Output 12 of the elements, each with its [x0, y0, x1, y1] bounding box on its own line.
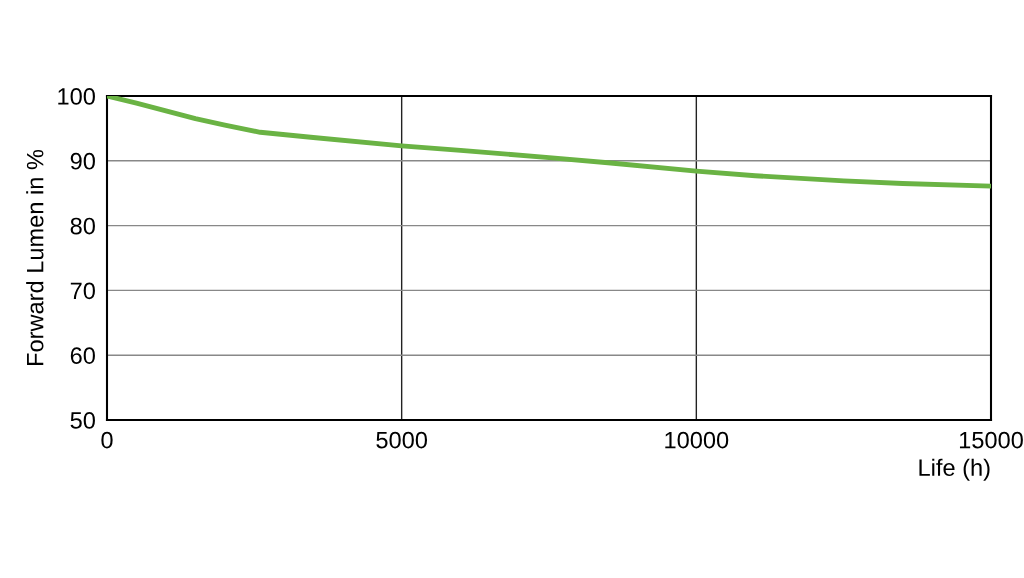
- x-tick-label: 5000: [376, 431, 428, 449]
- y-tick-label: 60: [70, 347, 95, 364]
- x-tick-label: 0: [101, 431, 113, 449]
- x-tick-label: 15000: [959, 431, 1023, 449]
- y-tick-label: 80: [70, 217, 95, 235]
- x-axis-title: Life (h): [919, 458, 990, 481]
- x-tick-label: 10000: [665, 431, 729, 449]
- y-tick-label: 70: [70, 282, 95, 300]
- y-axis-title: Forward Lumen in %: [26, 149, 44, 365]
- y-tick-label: 100: [58, 88, 95, 105]
- y-tick-label: 50: [70, 412, 95, 429]
- y-tick-label: 90: [70, 152, 95, 170]
